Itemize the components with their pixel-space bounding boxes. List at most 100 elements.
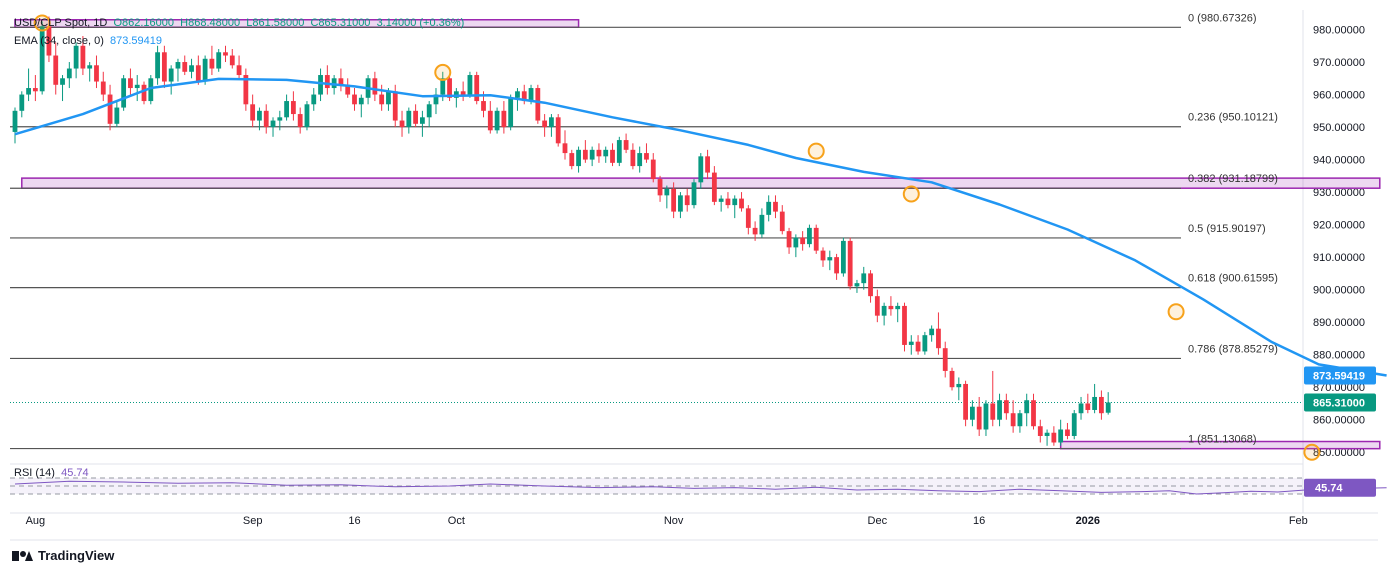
candle [793, 234, 799, 258]
highlight-circle [1167, 303, 1185, 321]
candle [589, 146, 595, 167]
candle [32, 75, 38, 102]
candle [209, 45, 215, 76]
candle [494, 107, 500, 134]
candle [827, 250, 833, 271]
candle-body [447, 78, 452, 98]
candle-body [834, 257, 839, 274]
close-value: C865.31000 [310, 17, 371, 29]
candle-body [1024, 400, 1030, 414]
candle-body [175, 62, 181, 69]
candle-body [1037, 426, 1043, 436]
fibonacci-levels: 0 (980.67326) 0.236 (950.10121) 0.382 (931… [10, 12, 1278, 450]
candle-body [284, 101, 289, 118]
candle [623, 133, 629, 154]
candle-body [250, 104, 256, 121]
candle [1058, 419, 1064, 446]
candle-body [379, 94, 385, 105]
candle-body [311, 94, 317, 105]
candle [1051, 426, 1057, 446]
candle-body [358, 97, 364, 105]
candle [963, 380, 968, 427]
candle [216, 49, 222, 72]
ema-price-label-bg [1304, 366, 1376, 385]
candle [569, 149, 575, 170]
candle [243, 68, 249, 111]
x-tick-label: 16 [973, 515, 985, 527]
candle [691, 179, 697, 209]
candle-body [800, 237, 806, 245]
candle-body [467, 75, 473, 95]
candle [426, 101, 432, 128]
candle-body [148, 78, 154, 102]
candle-body [786, 231, 792, 248]
candle [969, 400, 975, 427]
candle [908, 335, 914, 355]
x-tick-label: Nov [664, 515, 684, 527]
candle [664, 185, 670, 209]
candle [352, 88, 357, 111]
candle [976, 396, 982, 436]
x-tick-label: Feb [1289, 515, 1308, 527]
candle-body [739, 198, 744, 209]
rsi-value-label-bg [1304, 478, 1376, 497]
ema-line [14, 77, 1387, 377]
candle-body [182, 62, 188, 72]
candle-body [542, 120, 548, 128]
highlight-circle [902, 185, 920, 203]
candle-body [942, 348, 948, 371]
candle-body [318, 75, 323, 95]
y-tick-label: 920.00000 [1313, 220, 1365, 232]
candle [637, 146, 643, 173]
candle [902, 302, 907, 352]
candle [223, 45, 228, 63]
candle [650, 153, 656, 183]
candle-body [623, 140, 629, 150]
candle-body [664, 188, 670, 196]
candle-body [460, 91, 466, 95]
candle [290, 91, 296, 121]
candle-body [895, 305, 901, 310]
candle-body [603, 149, 609, 157]
candle-body [779, 211, 785, 232]
open-value: O862.16000 [113, 17, 175, 29]
candle-body [983, 403, 989, 430]
candle [372, 71, 378, 102]
candle [942, 341, 948, 378]
candle-body [582, 149, 588, 160]
candle-body [691, 182, 697, 206]
candles [12, 16, 1111, 446]
candle [148, 75, 154, 105]
ema-value: 873.59419 [110, 35, 162, 47]
candle [345, 78, 351, 98]
tradingview-branding[interactable]: TradingView [12, 548, 114, 563]
candle-body [976, 406, 982, 430]
candle-body [827, 257, 833, 261]
x-tick-label: Sep [243, 515, 263, 527]
candle-body [12, 110, 18, 132]
candle [277, 110, 283, 131]
candle-body [1105, 402, 1111, 413]
x-tick-label: Dec [868, 515, 888, 527]
candle [257, 107, 262, 131]
x-tick-label: 16 [348, 515, 360, 527]
candle [128, 68, 133, 95]
candle [161, 45, 167, 89]
candle-body [576, 149, 581, 167]
candle [318, 68, 323, 102]
candle-body [338, 78, 344, 85]
candle [134, 75, 140, 102]
candle [745, 205, 751, 235]
candle [19, 91, 25, 118]
candle-body [304, 104, 310, 128]
candle-body [684, 195, 690, 206]
candle-body [277, 117, 283, 121]
candle [732, 195, 738, 219]
current-price-label-text: 865.31000 [1313, 397, 1365, 409]
candle-body [888, 305, 894, 310]
candle-body [1092, 396, 1098, 410]
candle-body [189, 65, 194, 72]
candle-body [752, 227, 758, 235]
candle [1092, 383, 1098, 414]
